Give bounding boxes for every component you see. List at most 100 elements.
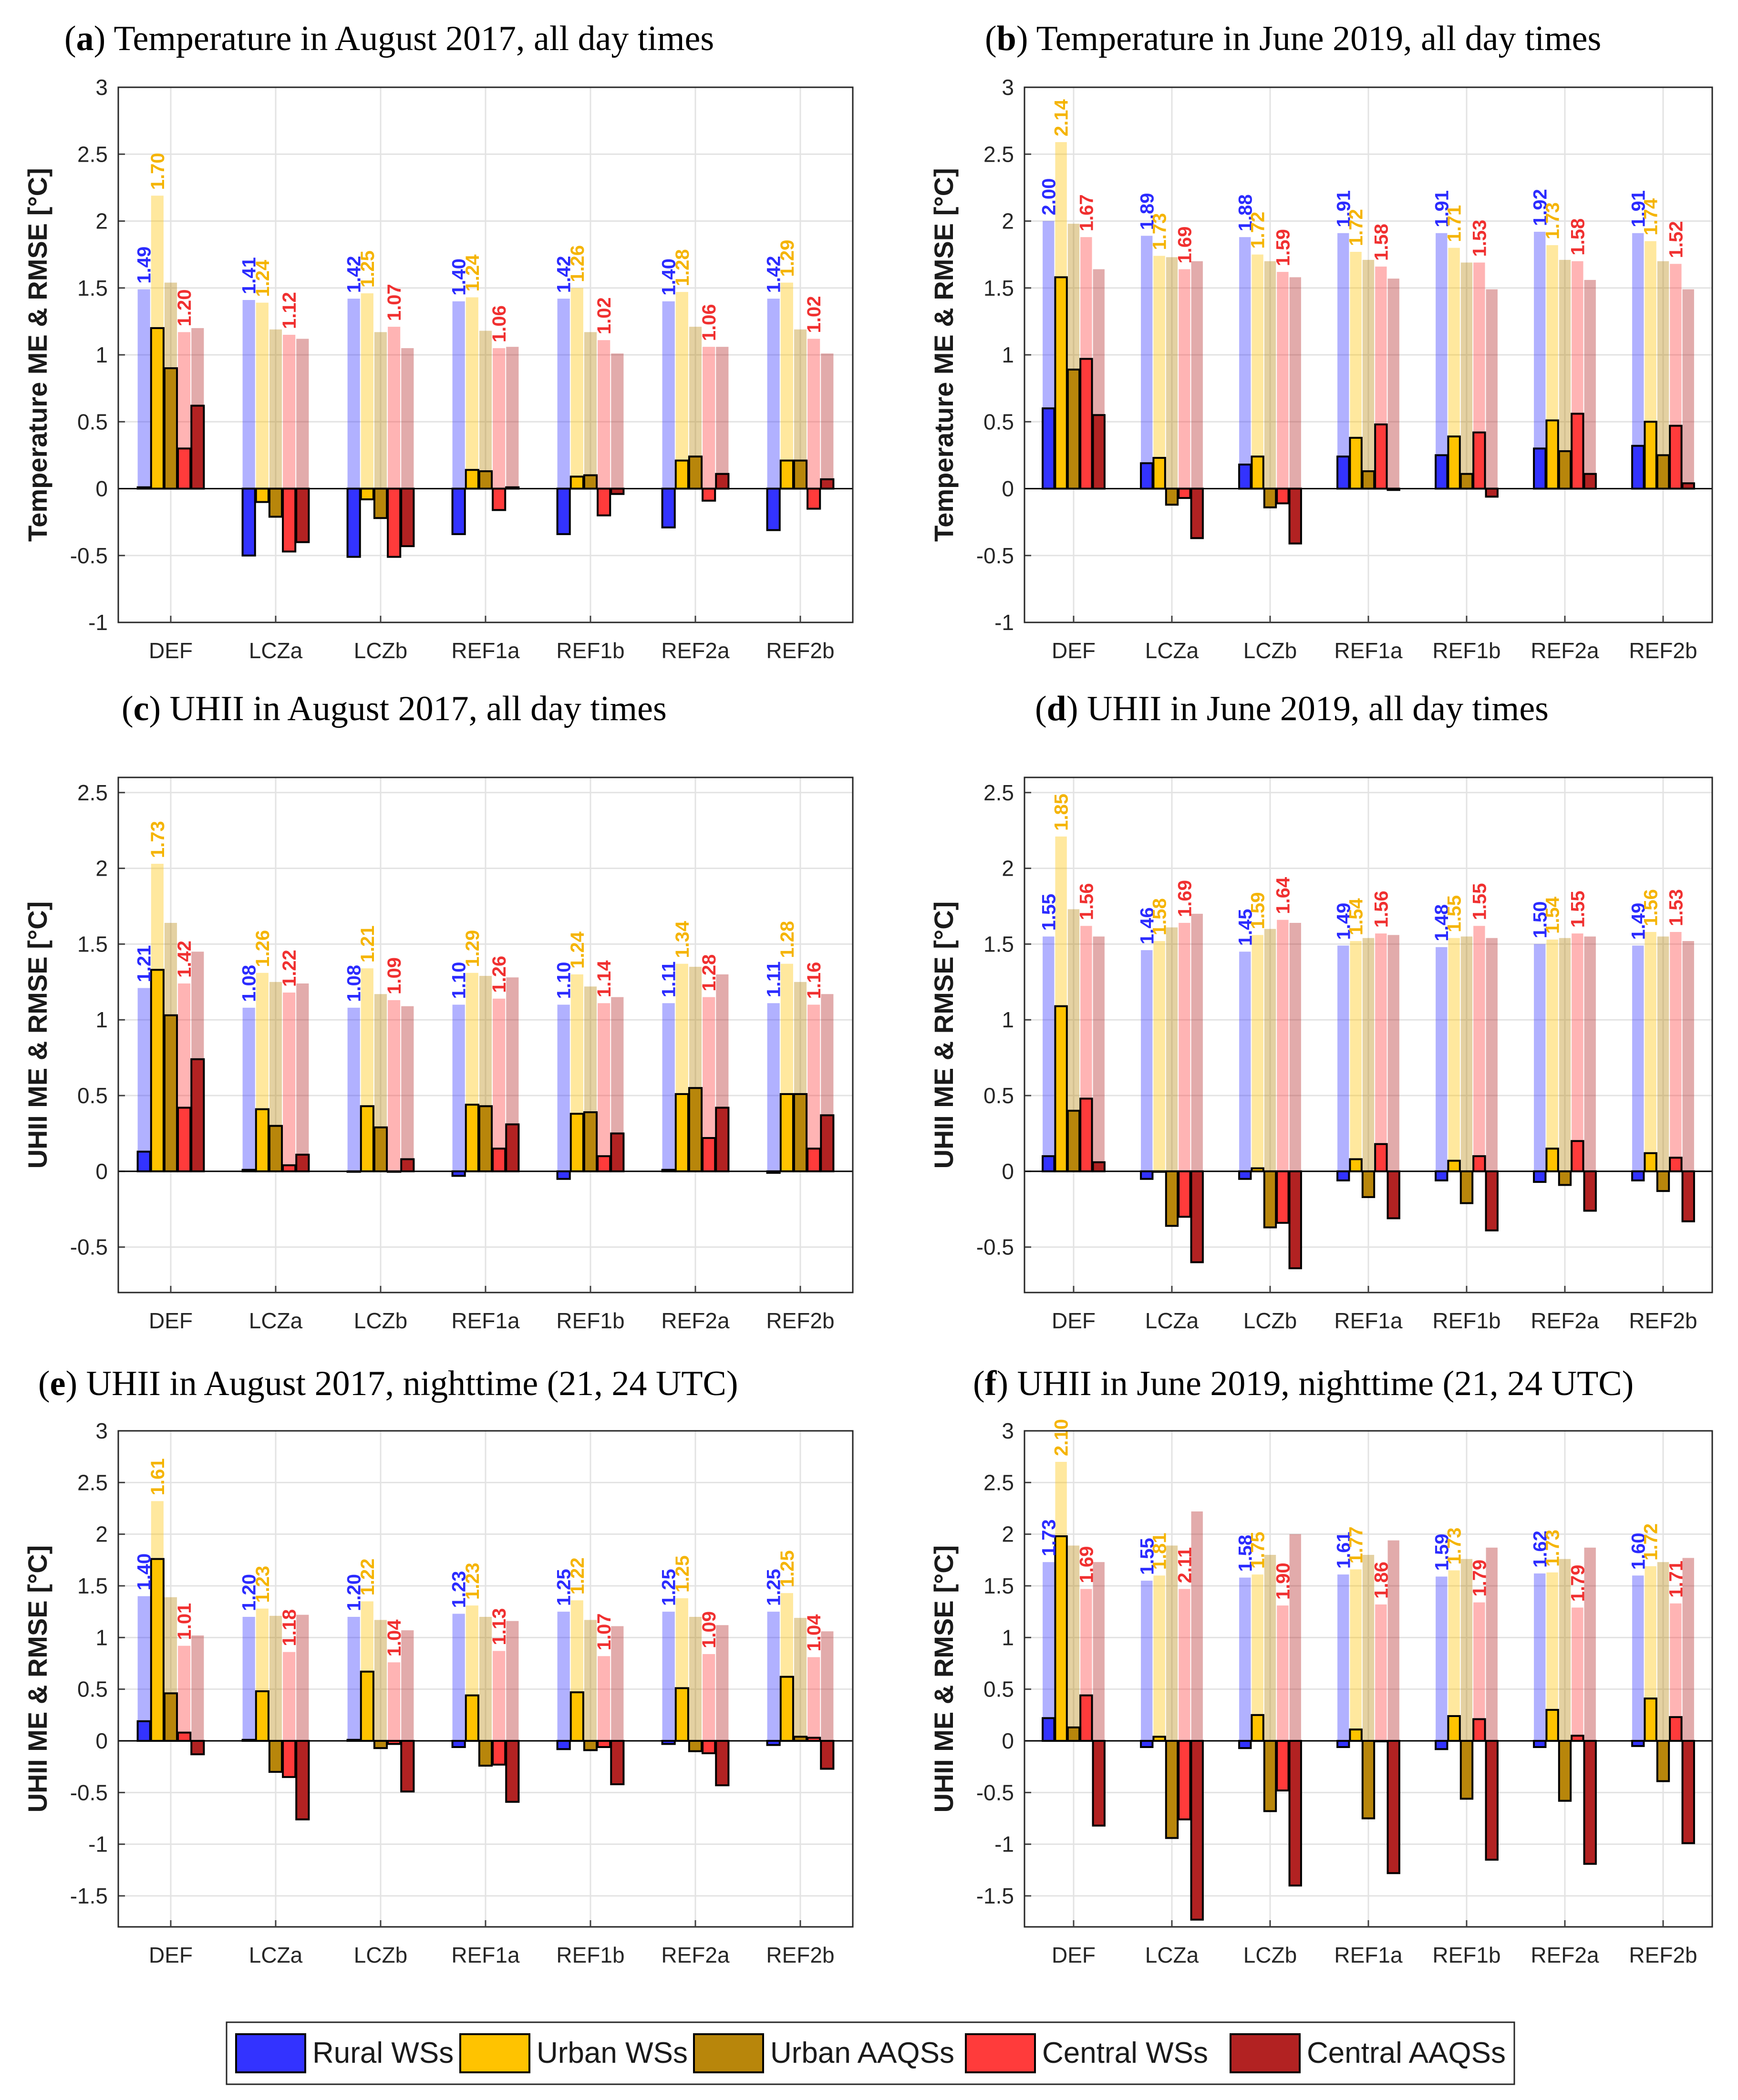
bar-rmse-rural-wss-lczb bbox=[1239, 237, 1251, 489]
bar-rmse-rural-wss-ref1a bbox=[452, 1614, 465, 1741]
bar-me-urban-wss-lczb bbox=[360, 1105, 374, 1172]
bar-me-central-wss-lcza bbox=[282, 1740, 297, 1778]
x-tick-label: DEF bbox=[149, 1943, 193, 1967]
data-label-central-wss: 1.18 bbox=[279, 1609, 300, 1646]
bar-rmse-urban-aaqss-lczb bbox=[374, 332, 387, 489]
bar-rmse-central-wss-lczb bbox=[388, 327, 401, 489]
data-label-urban-wss: 2.14 bbox=[1051, 99, 1072, 136]
y-tick-label: 1.5 bbox=[77, 931, 108, 956]
bar-me-rural-wss-ref1a bbox=[1336, 1740, 1350, 1748]
y-axis-label: UHII ME & RMSE [°C] bbox=[929, 1545, 959, 1813]
y-tick-label: 1.5 bbox=[77, 276, 108, 300]
bar-me-central-aaqss-ref1a bbox=[1386, 1740, 1400, 1874]
data-label-rural-wss: 1.88 bbox=[1235, 194, 1256, 231]
x-tick-label: REF2b bbox=[766, 638, 834, 663]
bar-me-central-wss-ref1a bbox=[1374, 423, 1388, 490]
x-tick-label: DEF bbox=[1052, 1308, 1096, 1333]
bar-me-urban-aaqss-ref1a bbox=[478, 470, 493, 490]
data-label-rural-wss: 1.10 bbox=[449, 962, 470, 999]
bar-me-urban-aaqss-ref1b bbox=[583, 1740, 598, 1751]
x-tick-label: REF2b bbox=[766, 1943, 834, 1967]
bar-rmse-central-wss-lcza bbox=[283, 1652, 296, 1741]
bar-me-central-wss-ref1b bbox=[597, 1155, 611, 1172]
bar-me-rural-wss-def bbox=[1042, 407, 1055, 490]
y-tick-label: -1 bbox=[994, 610, 1014, 635]
data-label-rural-wss: 1.50 bbox=[1530, 901, 1551, 939]
bar-rmse-central-wss-ref2a bbox=[1572, 1607, 1583, 1741]
bar-rmse-central-aaqss-ref1a bbox=[1387, 279, 1399, 489]
bar-me-urban-wss-ref2b bbox=[1644, 1697, 1657, 1742]
bar-me-urban-wss-def bbox=[1054, 1005, 1068, 1172]
bar-me-urban-aaqss-ref2a bbox=[1558, 1170, 1572, 1186]
bar-me-urban-aaqss-lcza bbox=[1165, 1740, 1179, 1839]
bar-rmse-urban-aaqss-ref2a bbox=[1559, 1559, 1571, 1741]
bar-me-urban-aaqss-ref2b bbox=[793, 459, 808, 490]
data-label-central-wss: 1.20 bbox=[174, 289, 195, 326]
x-tick-label: REF1a bbox=[451, 638, 520, 663]
data-label-urban-wss: 1.28 bbox=[672, 249, 693, 286]
x-tick-label: REF1a bbox=[1334, 1943, 1403, 1967]
bar-me-central-aaqss-ref2b bbox=[820, 1740, 835, 1770]
bar-me-central-aaqss-lcza bbox=[295, 487, 310, 543]
bar-me-central-aaqss-ref2a bbox=[1583, 1740, 1597, 1865]
bar-rmse-central-aaqss-lcza bbox=[296, 1614, 309, 1741]
y-tick-label: 0 bbox=[95, 1728, 108, 1753]
bar-me-urban-aaqss-ref1b bbox=[1459, 1740, 1474, 1800]
x-tick-label: REF2a bbox=[1531, 638, 1599, 663]
bar-rmse-urban-aaqss-ref1a bbox=[1362, 259, 1375, 489]
bar-me-central-aaqss-ref1a bbox=[505, 1123, 520, 1172]
y-tick-label: -1 bbox=[994, 1832, 1014, 1857]
x-tick-label: REF2a bbox=[1531, 1308, 1599, 1333]
bar-me-urban-wss-ref1b bbox=[1447, 435, 1461, 490]
bar-me-urban-wss-ref2b bbox=[779, 459, 794, 490]
bar-me-rural-wss-ref2a bbox=[1533, 447, 1547, 490]
bar-me-urban-aaqss-lcza bbox=[1165, 487, 1179, 506]
panel-b: -1-0.500.511.522.532.00 1.89 1.88 1.91 1.91 1… bbox=[929, 19, 1713, 663]
data-label-rural-wss: 1.23 bbox=[449, 1571, 470, 1608]
bar-rmse-urban-wss-ref1b bbox=[570, 288, 583, 489]
bar-rmse-central-wss-lczb bbox=[1277, 1605, 1289, 1741]
bar-me-central-aaqss-ref2a bbox=[1583, 1170, 1597, 1212]
bar-rmse-urban-aaqss-lcza bbox=[269, 329, 282, 489]
bar-rmse-central-aaqss-ref1b bbox=[1486, 1547, 1498, 1741]
bar-me-central-wss-lcza bbox=[1178, 1170, 1191, 1218]
bar-rmse-central-aaqss-ref2a bbox=[716, 1625, 729, 1741]
y-tick-label: 2 bbox=[95, 1522, 108, 1547]
panel-title: (c) UHII in August 2017, all day times bbox=[122, 689, 667, 728]
bar-rmse-central-aaqss-lczb bbox=[401, 348, 414, 489]
bar-me-central-wss-ref2b bbox=[1669, 424, 1683, 490]
bar-rmse-rural-wss-lcza bbox=[1141, 950, 1153, 1171]
bar-rmse-rural-wss-def bbox=[137, 988, 150, 1171]
x-tick-label: REF2a bbox=[661, 1308, 730, 1333]
data-label-urban-wss: 1.23 bbox=[462, 1562, 483, 1600]
bar-me-urban-wss-ref1b bbox=[1447, 1159, 1461, 1172]
x-tick-label: REF2b bbox=[766, 1308, 834, 1333]
bar-me-central-wss-lcza bbox=[1178, 487, 1191, 499]
data-label-central-wss: 1.06 bbox=[489, 305, 510, 342]
data-label-urban-wss: 1.81 bbox=[1149, 1532, 1170, 1570]
bar-rmse-rural-wss-ref1b bbox=[1436, 947, 1448, 1171]
bar-rmse-urban-wss-ref2b bbox=[780, 282, 793, 489]
panel-title-text: UHII in August 2017, all day times bbox=[170, 689, 667, 728]
x-tick-label: LCZb bbox=[354, 1943, 407, 1967]
bar-me-central-aaqss-lczb bbox=[1288, 487, 1302, 545]
bar-rmse-central-aaqss-ref2a bbox=[716, 347, 729, 489]
data-label-urban-wss: 1.59 bbox=[1248, 892, 1269, 929]
bar-me-rural-wss-ref2b bbox=[1631, 1170, 1645, 1181]
bar-rmse-urban-aaqss-ref2a bbox=[1559, 938, 1571, 1171]
bar-rmse-central-aaqss-ref1b bbox=[1486, 289, 1498, 489]
bar-me-rural-wss-ref2a bbox=[1533, 1740, 1547, 1748]
data-label-urban-wss: 1.24 bbox=[462, 254, 483, 292]
bar-rmse-central-wss-lcza bbox=[1179, 269, 1190, 489]
bar-me-urban-aaqss-lczb bbox=[1263, 1170, 1277, 1229]
legend-swatch-central-wss bbox=[965, 2033, 1036, 2073]
data-label-urban-wss: 1.56 bbox=[1641, 889, 1662, 926]
bar-me-central-wss-ref2a bbox=[702, 1740, 716, 1754]
bar-me-central-wss-def bbox=[1079, 1097, 1093, 1172]
bar-rmse-rural-wss-ref2b bbox=[767, 1003, 780, 1171]
x-tick-label: REF1a bbox=[1334, 638, 1403, 663]
bar-me-central-aaqss-lcza bbox=[295, 1740, 310, 1821]
bar-me-central-aaqss-ref1b bbox=[610, 487, 625, 495]
data-label-urban-wss: 1.26 bbox=[252, 930, 273, 967]
y-tick-label: 2.5 bbox=[983, 1470, 1014, 1495]
